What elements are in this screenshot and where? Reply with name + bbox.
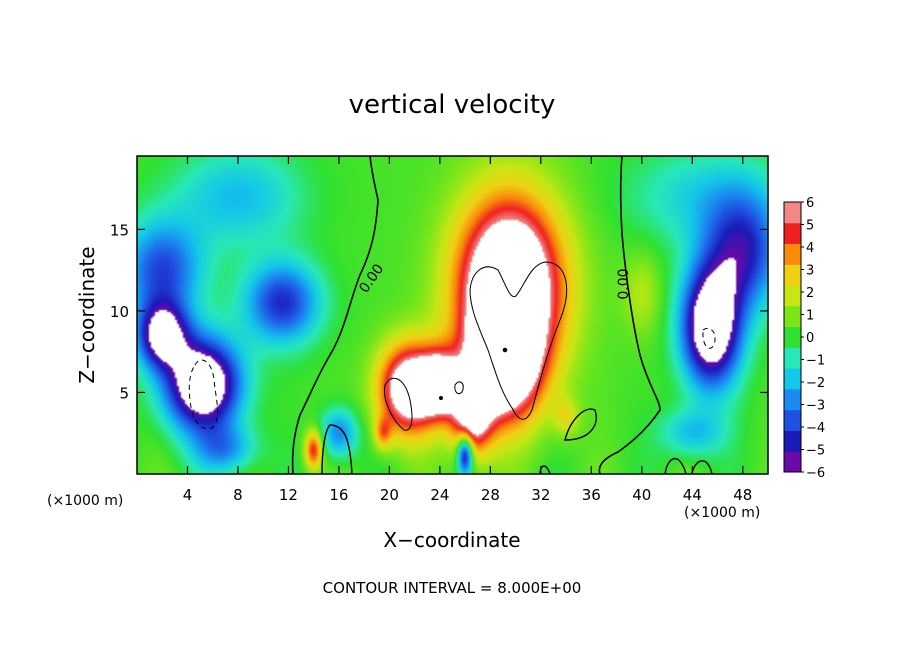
x-unit-right: (×1000 m) xyxy=(684,505,760,521)
contour-lines xyxy=(188,156,716,474)
colorbar-tick-label: 5 xyxy=(806,219,814,234)
x-tick-label: 16 xyxy=(329,486,348,504)
contour-label-right: 0.00 xyxy=(616,268,632,299)
plot-area: 0.00 0.00 xyxy=(137,156,768,474)
colorbar-tick-label: −6 xyxy=(806,466,825,481)
zero-contour-lower xyxy=(321,424,353,474)
y-tick-label: 15 xyxy=(110,221,129,239)
contour-dot xyxy=(502,347,508,353)
chart-title: vertical velocity xyxy=(349,90,556,120)
x-tick-label: 20 xyxy=(380,486,399,504)
colorbar-tick-label: 3 xyxy=(806,264,814,279)
x-unit-left: (×1000 m) xyxy=(47,493,123,509)
colorbar: 6 5 4 3 2 1 0 −1 −2 −3 −4 −5 −6 xyxy=(783,196,825,481)
updraft-contour-left xyxy=(383,377,413,431)
colorbar-tick-label: −4 xyxy=(806,421,825,436)
colorbar-swatch xyxy=(784,243,801,265)
x-tick-label: 36 xyxy=(582,486,601,504)
zero-contour-lower-3 xyxy=(539,457,713,474)
colorbar-swatch xyxy=(784,347,801,369)
colorbar-tick-label: 1 xyxy=(806,309,814,324)
x-tick-label: 44 xyxy=(683,486,702,504)
colorbar-swatch xyxy=(784,430,801,452)
x-tick-label: 48 xyxy=(733,486,752,504)
x-axis-label: X−coordinate xyxy=(383,528,520,552)
zero-contour-lower-2 xyxy=(564,408,597,441)
zero-contour-left xyxy=(291,156,379,474)
contour-dot xyxy=(439,396,443,400)
updraft-contour-small xyxy=(454,381,464,395)
updraft-contour-main xyxy=(469,261,568,420)
velocity-field xyxy=(137,156,768,474)
zero-contour-right xyxy=(598,156,661,474)
y-tick-label: 5 xyxy=(119,384,129,402)
colorbar-swatch xyxy=(784,222,801,245)
y-tick-label: 10 xyxy=(110,303,129,321)
plot-frame xyxy=(136,155,769,475)
colorbar-swatch xyxy=(784,451,801,473)
x-tick-label: 40 xyxy=(632,486,651,504)
colorbar-swatch xyxy=(784,388,801,411)
y-axis-label: Z−coordinate xyxy=(75,246,99,383)
downdraft-contour-right xyxy=(702,327,716,349)
colorbar-swatch xyxy=(784,285,801,307)
colorbar-swatch xyxy=(784,305,801,328)
colorbar-swatch xyxy=(784,326,801,348)
colorbar-tick-label: −5 xyxy=(806,444,825,459)
colorbar-swatch xyxy=(784,409,801,431)
x-tick-label: 24 xyxy=(430,486,449,504)
x-tick-label: 8 xyxy=(233,486,243,504)
x-axis: 4 8 12 16 20 24 28 32 36 40 44 48 xyxy=(183,156,752,504)
colorbar-swatch xyxy=(784,368,801,390)
x-tick-label: 12 xyxy=(279,486,298,504)
x-tick-label: 28 xyxy=(481,486,500,504)
colorbar-tick-label: −2 xyxy=(806,376,825,391)
y-axis: 5 10 15 xyxy=(110,221,768,402)
colorbar-tick-label: 0 xyxy=(806,331,814,346)
colorbar-tick-label: 4 xyxy=(806,241,814,256)
colorbar-tick-label: 2 xyxy=(806,286,814,301)
contour-interval-note: CONTOUR INTERVAL = 8.000E+00 xyxy=(323,579,582,597)
colorbar-swatch xyxy=(784,202,801,224)
x-tick-label: 32 xyxy=(531,486,550,504)
colorbar-tick-label: −3 xyxy=(806,399,825,414)
downdraft-contour-left xyxy=(188,359,219,430)
x-tick-label: 4 xyxy=(183,486,193,504)
colorbar-tick-label: −1 xyxy=(806,354,825,369)
colorbar-swatch xyxy=(784,264,801,286)
colorbar-tick-label: 6 xyxy=(806,196,814,211)
